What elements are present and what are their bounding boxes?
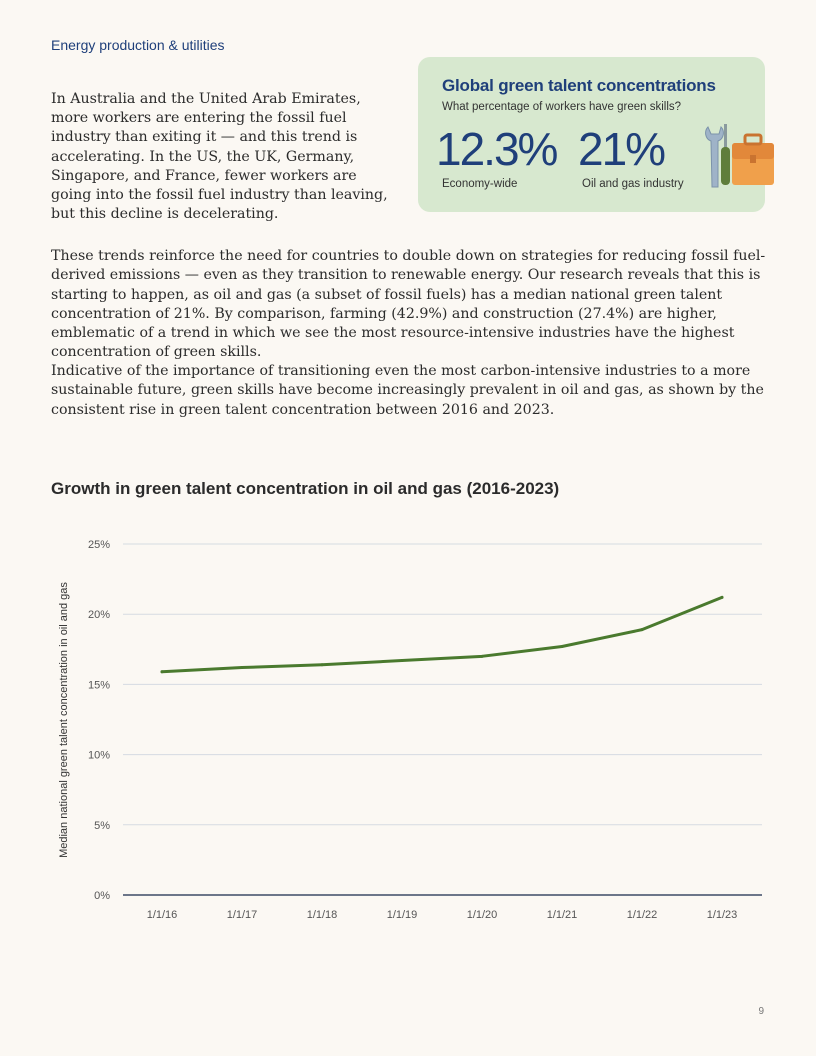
x-tick-label: 1/1/20 (467, 909, 498, 921)
x-tick-label: 1/1/16 (147, 909, 178, 921)
section-label: Energy production & utilities (51, 37, 225, 53)
series-point (480, 654, 484, 658)
stat-oil-gas-label: Oil and gas industry (582, 178, 684, 190)
series-line (160, 595, 724, 674)
series-point (720, 595, 724, 599)
y-tick-label: 0% (94, 890, 110, 902)
stat-economy-wide-value: 12.3% (436, 123, 558, 175)
body-paragraph-2: Indicative of the importance of transiti… (51, 363, 764, 418)
y-tick-label: 5% (94, 820, 110, 832)
series-point (640, 628, 644, 632)
series-point (240, 666, 244, 670)
y-tick-label: 15% (88, 679, 110, 691)
chart-title: Growth in green talent concentration in … (51, 479, 560, 498)
body-paragraph-1: These trends reinforce the need for coun… (51, 248, 766, 361)
y-tick-label: 20% (88, 609, 110, 621)
line-chart: 0%5%10%15%20%25% 1/1/16 1/1/17 1/1/18 1/1/1… (58, 539, 762, 921)
chart-y-axis-label: Median national green talent concentrati… (58, 582, 70, 858)
y-tick-label: 25% (88, 539, 110, 551)
stat-economy-wide-label: Economy-wide (442, 178, 518, 190)
x-tick-label: 1/1/18 (307, 909, 338, 921)
series-point (160, 670, 164, 674)
x-tick-label: 1/1/22 (627, 909, 658, 921)
chart-y-ticks: 0% 5% 10% 15% 20% 25% (88, 539, 110, 902)
callout-subtitle: What percentage of workers have green sk… (442, 101, 682, 113)
chart-x-ticks: 1/1/16 1/1/17 1/1/18 1/1/19 1/1/20 1/1/21 1/1/… (147, 909, 738, 921)
intro-paragraph: In Australia and the United Arab Emirate… (51, 91, 388, 223)
series-point (400, 659, 404, 663)
chart-series (160, 595, 724, 674)
wrench-toolbox-icon (705, 124, 774, 188)
x-tick-label: 1/1/17 (227, 909, 258, 921)
series-point (560, 644, 564, 648)
x-tick-label: 1/1/21 (547, 909, 578, 921)
chart-gridlines (123, 543, 762, 896)
x-tick-label: 1/1/19 (387, 909, 418, 921)
y-tick-label: 10% (88, 750, 110, 762)
callout-title: Global green talent concentrations (442, 76, 716, 95)
green-talent-callout: Global green talent concentrations What … (418, 57, 774, 212)
stat-oil-gas-value: 21% (578, 123, 666, 175)
series-point (320, 663, 324, 667)
x-tick-label: 1/1/23 (707, 909, 738, 921)
page-number: 9 (758, 1006, 764, 1017)
